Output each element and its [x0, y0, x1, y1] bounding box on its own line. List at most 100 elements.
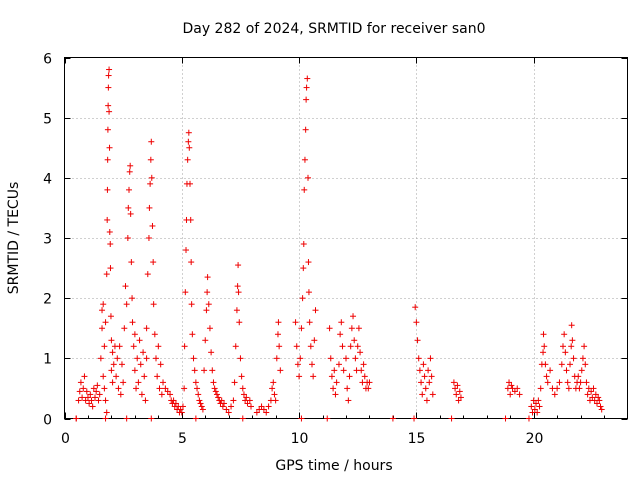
data-point	[148, 174, 155, 181]
y-tick-label: 2	[43, 292, 52, 308]
data-point	[569, 337, 576, 344]
data-point	[506, 379, 513, 386]
data-point	[75, 397, 82, 404]
data-point	[105, 72, 112, 79]
data-point	[357, 349, 364, 356]
data-point	[146, 204, 153, 211]
data-point	[507, 391, 514, 398]
data-point	[303, 96, 310, 103]
data-point	[234, 283, 241, 290]
data-point	[579, 355, 586, 362]
data-point	[562, 349, 569, 356]
data-point	[102, 415, 109, 422]
data-point	[194, 385, 201, 392]
data-point	[149, 222, 156, 229]
data-point	[237, 355, 244, 362]
data-point	[105, 84, 112, 91]
data-point	[590, 385, 597, 392]
data-point	[116, 343, 123, 350]
data-point	[419, 391, 426, 398]
data-point	[103, 271, 110, 278]
data-point	[421, 373, 428, 380]
data-point	[107, 313, 114, 320]
data-point	[77, 379, 84, 386]
data-point	[135, 379, 142, 386]
data-point	[275, 319, 282, 326]
data-point	[131, 331, 138, 338]
data-point	[221, 400, 228, 407]
data-point	[170, 397, 177, 404]
data-point	[533, 400, 540, 407]
data-point	[192, 379, 199, 386]
data-point	[448, 415, 455, 422]
data-point	[301, 186, 308, 193]
data-point	[126, 168, 133, 175]
x-tick-label: 15	[408, 431, 426, 447]
data-point	[328, 373, 335, 380]
data-point	[305, 259, 312, 266]
data-point	[110, 361, 117, 368]
data-point	[528, 403, 535, 410]
data-point	[181, 385, 188, 392]
data-point	[300, 241, 307, 248]
data-point	[310, 373, 317, 380]
data-point	[205, 301, 212, 308]
data-point	[453, 391, 460, 398]
data-point	[117, 391, 124, 398]
data-point	[588, 388, 595, 395]
data-point	[143, 325, 150, 332]
data-point	[83, 388, 90, 395]
data-point	[578, 367, 585, 374]
data-point	[187, 216, 194, 223]
data-point	[151, 331, 158, 338]
data-point	[558, 361, 565, 368]
data-point	[208, 349, 215, 356]
data-point	[101, 343, 108, 350]
data-point	[104, 126, 111, 133]
data-point	[167, 391, 174, 398]
data-point	[145, 235, 152, 241]
data-point	[271, 391, 278, 398]
data-point	[299, 295, 306, 302]
data-point	[142, 397, 149, 404]
data-point	[115, 385, 122, 392]
data-point	[263, 409, 270, 416]
data-point	[312, 307, 319, 314]
data-point	[540, 331, 547, 338]
data-point	[129, 295, 136, 302]
data-point	[544, 379, 551, 386]
data-point	[238, 373, 245, 380]
data-point	[296, 373, 303, 380]
x-axis-title: GPS time / hours	[275, 458, 392, 474]
data-point	[308, 361, 315, 368]
data-point	[73, 415, 80, 422]
data-point	[105, 102, 112, 109]
data-point	[333, 379, 340, 386]
y-tick-label: 0	[43, 413, 52, 429]
data-point	[206, 325, 213, 332]
data-point	[127, 162, 134, 169]
data-point	[133, 385, 140, 392]
data-point	[597, 403, 604, 410]
data-point	[210, 379, 217, 386]
data-point	[294, 361, 301, 368]
data-point	[298, 415, 305, 422]
data-point	[108, 337, 115, 344]
data-point	[547, 367, 554, 374]
data-point	[215, 394, 222, 401]
data-point	[423, 397, 430, 404]
data-point	[204, 289, 211, 296]
data-point	[202, 337, 209, 344]
data-point	[233, 307, 240, 314]
data-point	[332, 391, 339, 398]
data-point	[420, 361, 427, 368]
data-point	[86, 400, 93, 407]
data-point	[172, 400, 179, 407]
data-point	[540, 349, 547, 356]
data-point	[297, 355, 304, 362]
data-point	[340, 367, 347, 374]
data-point	[114, 355, 121, 362]
data-point	[87, 391, 94, 398]
data-point	[563, 367, 570, 374]
